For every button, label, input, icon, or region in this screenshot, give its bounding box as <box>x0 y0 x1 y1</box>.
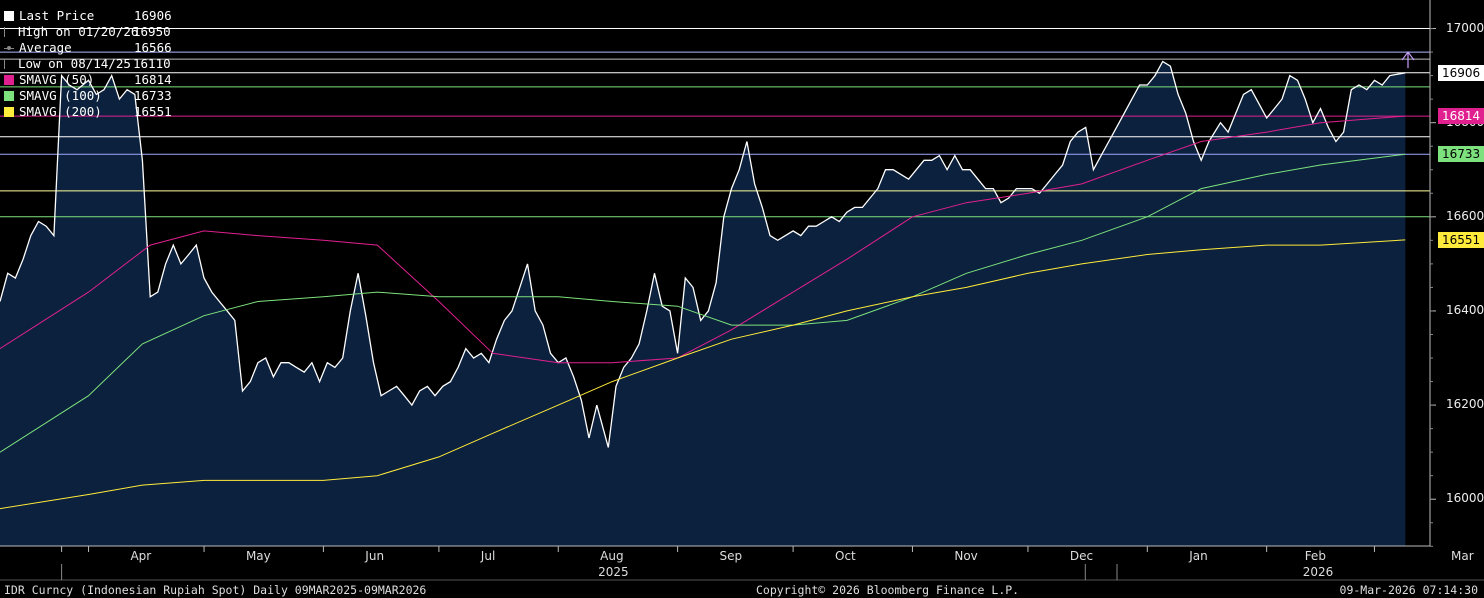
legend-row-smavg-50[interactable]: SMAVG (50) 16814 <box>4 72 174 88</box>
series-line-smavg-100 <box>0 153 1406 453</box>
x-tick-label: May <box>245 549 271 563</box>
footer-timestamp: 09-Mar-2026 07:14:30 <box>1339 583 1478 597</box>
high-arrow-icon <box>1401 51 1415 69</box>
legend-value: 16950 <box>133 24 171 39</box>
y-tick-label: 16600 <box>1446 208 1484 223</box>
legend-row-average[interactable]: Average 16566 <box>4 40 174 56</box>
value-badge: 16906 <box>1438 64 1484 81</box>
x-tick-label: Aug <box>600 549 624 563</box>
legend-row-smavg-100[interactable]: SMAVG (100) 16733 <box>4 88 174 104</box>
legend-row-low[interactable]: Low on 08/14/25 16110 <box>4 56 174 72</box>
legend-value: 16566 <box>134 40 172 55</box>
legend-value: 16110 <box>133 56 171 71</box>
y-tick-label: 16200 <box>1446 397 1484 412</box>
series-line-smavg-50 <box>0 115 1406 364</box>
price-area-fill <box>0 61 1406 546</box>
legend-swatch <box>4 11 14 21</box>
y-tick-label: 17000 <box>1446 20 1484 35</box>
x-tick-label: Feb <box>1304 549 1326 563</box>
value-badge: 16733 <box>1438 146 1484 163</box>
x-tick-label: Nov <box>954 549 978 563</box>
x-tick-label: Jul <box>480 549 496 563</box>
value-badge: 16814 <box>1438 108 1484 125</box>
series-line-last-price <box>0 60 1406 448</box>
x-year-label: 2025 <box>598 565 629 579</box>
legend-swatch <box>4 107 14 117</box>
average-dot-icon <box>4 43 14 53</box>
price-area <box>0 61 1406 546</box>
reference-lines <box>0 28 1430 218</box>
legend-value: 16551 <box>134 104 172 119</box>
x-tick-label: Jun <box>365 549 385 563</box>
high-marker <box>1401 51 1415 69</box>
footer-copyright: Copyright© 2026 Bloomberg Finance L.P. <box>756 583 1020 597</box>
legend-row-high[interactable]: High on 01/20/26 16950 <box>4 24 174 40</box>
footer-security-description: IDR Curncy (Indonesian Rupiah Spot) Dail… <box>4 583 427 597</box>
legend-value: 16906 <box>134 8 172 23</box>
series-lines <box>0 60 1406 510</box>
legend-swatch <box>4 91 14 101</box>
x-tick-label: Mar <box>1451 549 1474 563</box>
legend-value: 16733 <box>134 88 172 103</box>
y-tick-label: 16400 <box>1446 302 1484 317</box>
legend-label: SMAVG (100) <box>19 88 102 103</box>
x-tick-label: Jan <box>1189 549 1208 563</box>
legend-label: High on 01/20/26 <box>18 24 139 39</box>
series-line-smavg-200 <box>0 239 1406 510</box>
legend-swatch <box>4 75 14 85</box>
x-tick-label: Dec <box>1069 549 1094 563</box>
legend-label: Average <box>19 40 72 55</box>
x-tick-label: Apr <box>130 549 152 563</box>
legend-row-smavg-200[interactable]: SMAVG (200) 16551 <box>4 104 174 120</box>
legend-label: Low on 08/14/25 <box>18 56 131 71</box>
value-badge: 16551 <box>1438 231 1484 248</box>
low-line-icon <box>4 59 13 69</box>
legend: Last Price 16906 High on 01/20/26 16950 … <box>4 8 174 120</box>
legend-row-last-price[interactable]: Last Price 16906 <box>4 8 174 24</box>
axes <box>0 0 1484 581</box>
x-tick-label: Sep <box>719 549 743 563</box>
x-tick-label: Oct <box>835 549 856 563</box>
y-tick-label: 16000 <box>1446 491 1484 506</box>
legend-value: 16814 <box>134 72 172 87</box>
legend-label: Last Price <box>19 8 95 23</box>
high-line-icon <box>4 27 13 37</box>
legend-label: SMAVG (200) <box>19 104 102 119</box>
x-year-label: 2026 <box>1302 565 1334 579</box>
legend-label: SMAVG (50) <box>19 72 95 87</box>
